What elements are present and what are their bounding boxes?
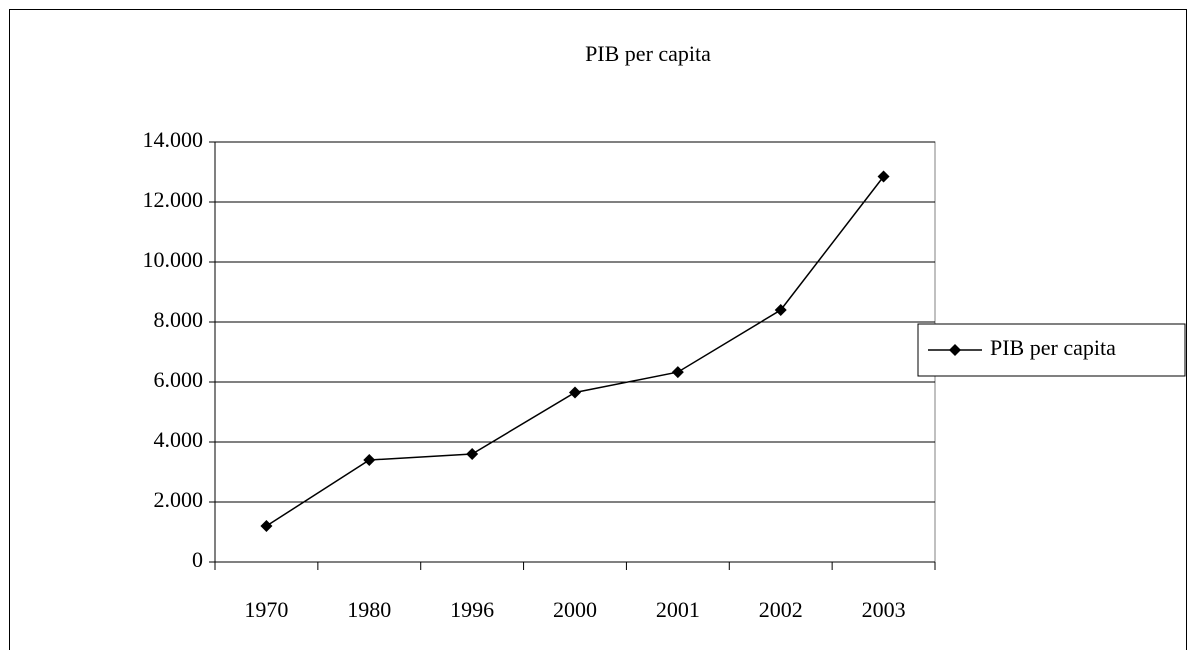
marker: [260, 520, 273, 532]
x-tick-label: 2001: [656, 597, 700, 622]
x-tick-label: 1970: [244, 597, 288, 622]
plot-area: [214, 141, 936, 563]
marker: [774, 304, 787, 316]
legend-label: PIB per capita: [990, 335, 1116, 360]
y-tick-label: 4.000: [154, 427, 204, 452]
y-tick-label: 8.000: [154, 307, 204, 332]
marker: [466, 448, 479, 460]
y-tick-label: 12.000: [143, 187, 204, 212]
legend-marker: [949, 344, 961, 356]
chart-border: [9, 9, 1187, 650]
marker: [877, 170, 890, 183]
y-tick-label: 0: [192, 547, 203, 572]
marker: [569, 386, 581, 399]
y-tick-label: 6.000: [154, 367, 204, 392]
y-tick-label: 10.000: [143, 247, 204, 272]
x-tick-label: 2002: [759, 597, 803, 622]
y-tick-label: 2.000: [154, 487, 204, 512]
marker: [363, 454, 376, 466]
x-tick-label: 1980: [347, 597, 391, 622]
chart-title: PIB per capita: [585, 41, 711, 66]
x-tick-label: 1996: [450, 597, 494, 622]
x-tick-label: 2003: [862, 597, 906, 622]
x-tick-label: 2000: [553, 597, 597, 622]
y-tick-label: 14.000: [143, 127, 204, 152]
marker: [671, 366, 684, 379]
